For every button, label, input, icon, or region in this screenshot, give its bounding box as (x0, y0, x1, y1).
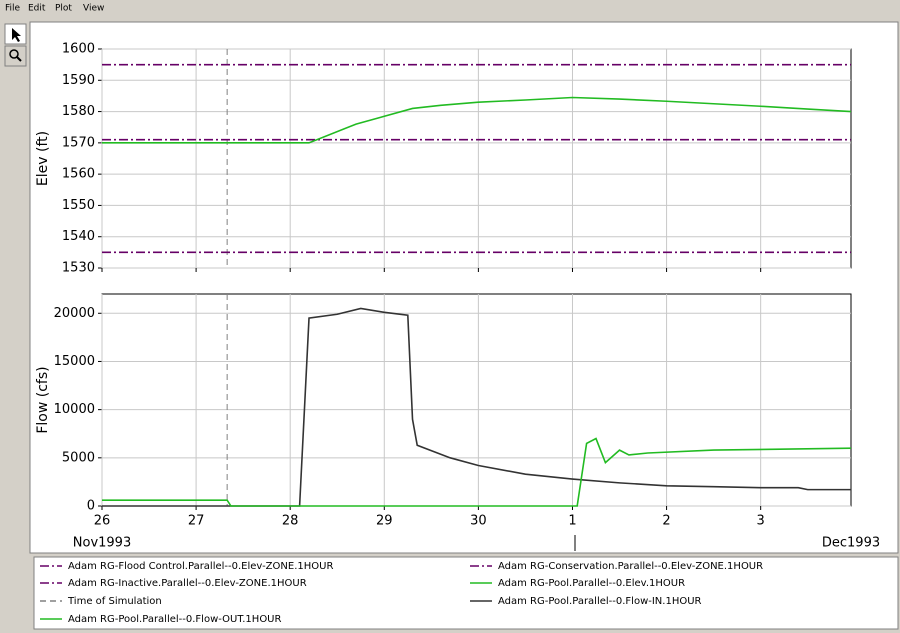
y-tick-label: 1600 (62, 42, 95, 57)
menu-item[interactable]: Edit (28, 4, 46, 14)
x-tick-label: 29 (376, 514, 393, 529)
legend-label: Adam RG-Inactive.Parallel--0.Elev-ZONE.1… (68, 578, 307, 589)
y-tick-label: 1570 (62, 135, 95, 150)
legend-label: Adam RG-Pool.Parallel--0.Flow-OUT.1HOUR (68, 614, 282, 625)
x-tick-label: 1 (568, 514, 576, 529)
y-tick-label: 5000 (62, 450, 95, 465)
series-line (102, 307, 851, 507)
menu-item[interactable]: File (5, 4, 21, 14)
y-tick-label: 1530 (62, 261, 95, 276)
zoom-tool[interactable] (4, 45, 27, 67)
pointer-icon (12, 28, 21, 42)
y-tick-label: 0 (87, 499, 95, 514)
legend-panel (33, 556, 899, 630)
y-tick-label: 1550 (62, 198, 95, 213)
x-period-label: Dec1993 (822, 536, 880, 551)
y-tick-label: 20000 (54, 306, 95, 321)
y-tick-label: 1580 (62, 104, 95, 119)
y-axis-label: Flow (cfs) (35, 366, 51, 433)
legend-label: Adam RG-Flood Control.Parallel--0.Elev-Z… (68, 561, 333, 572)
plot-area (101, 293, 852, 507)
charts: 1530 1540 1550 1560 1570 1580 1590 1600 Elev (ft… (35, 42, 880, 551)
toolbar (4, 23, 27, 67)
x-tick-label: 30 (470, 514, 487, 529)
legend-label: Adam RG-Conservation.Parallel--0.Elev-ZO… (498, 561, 763, 572)
legend-label: Adam RG-Pool.Parallel--0.Elev.1HOUR (498, 578, 685, 589)
legend: Adam RG-Flood Control.Parallel--0.Elev-Z… (40, 561, 763, 625)
zoom-icon (16, 56, 22, 62)
x-tick-label: 28 (282, 514, 299, 529)
series-line (102, 437, 852, 507)
y-tick-label: 1560 (62, 167, 95, 182)
x-period-label: Nov1993 (73, 536, 131, 551)
x-tick-label: 27 (188, 514, 205, 529)
menu-item[interactable]: View (83, 4, 104, 14)
legend-label: Adam RG-Pool.Parallel--0.Flow-IN.1HOUR (498, 596, 702, 607)
legend-label: Time of Simulation (67, 596, 162, 607)
y-tick-label: 1540 (62, 229, 95, 244)
y-axis-label: Elev (ft) (35, 131, 51, 186)
menu-bar: File Edit Plot View (5, 4, 104, 14)
x-tick-label: 3 (757, 514, 765, 529)
y-tick-label: 10000 (54, 402, 95, 417)
x-tick-label: 2 (662, 514, 670, 529)
y-tick-label: 1590 (62, 73, 95, 88)
y-tick-label: 15000 (54, 354, 95, 369)
menu-item[interactable]: Plot (55, 4, 72, 14)
zoom-icon (9, 49, 19, 59)
x-tick-label: 26 (94, 514, 111, 529)
series-line (102, 96, 852, 144)
plot-area (101, 48, 852, 269)
